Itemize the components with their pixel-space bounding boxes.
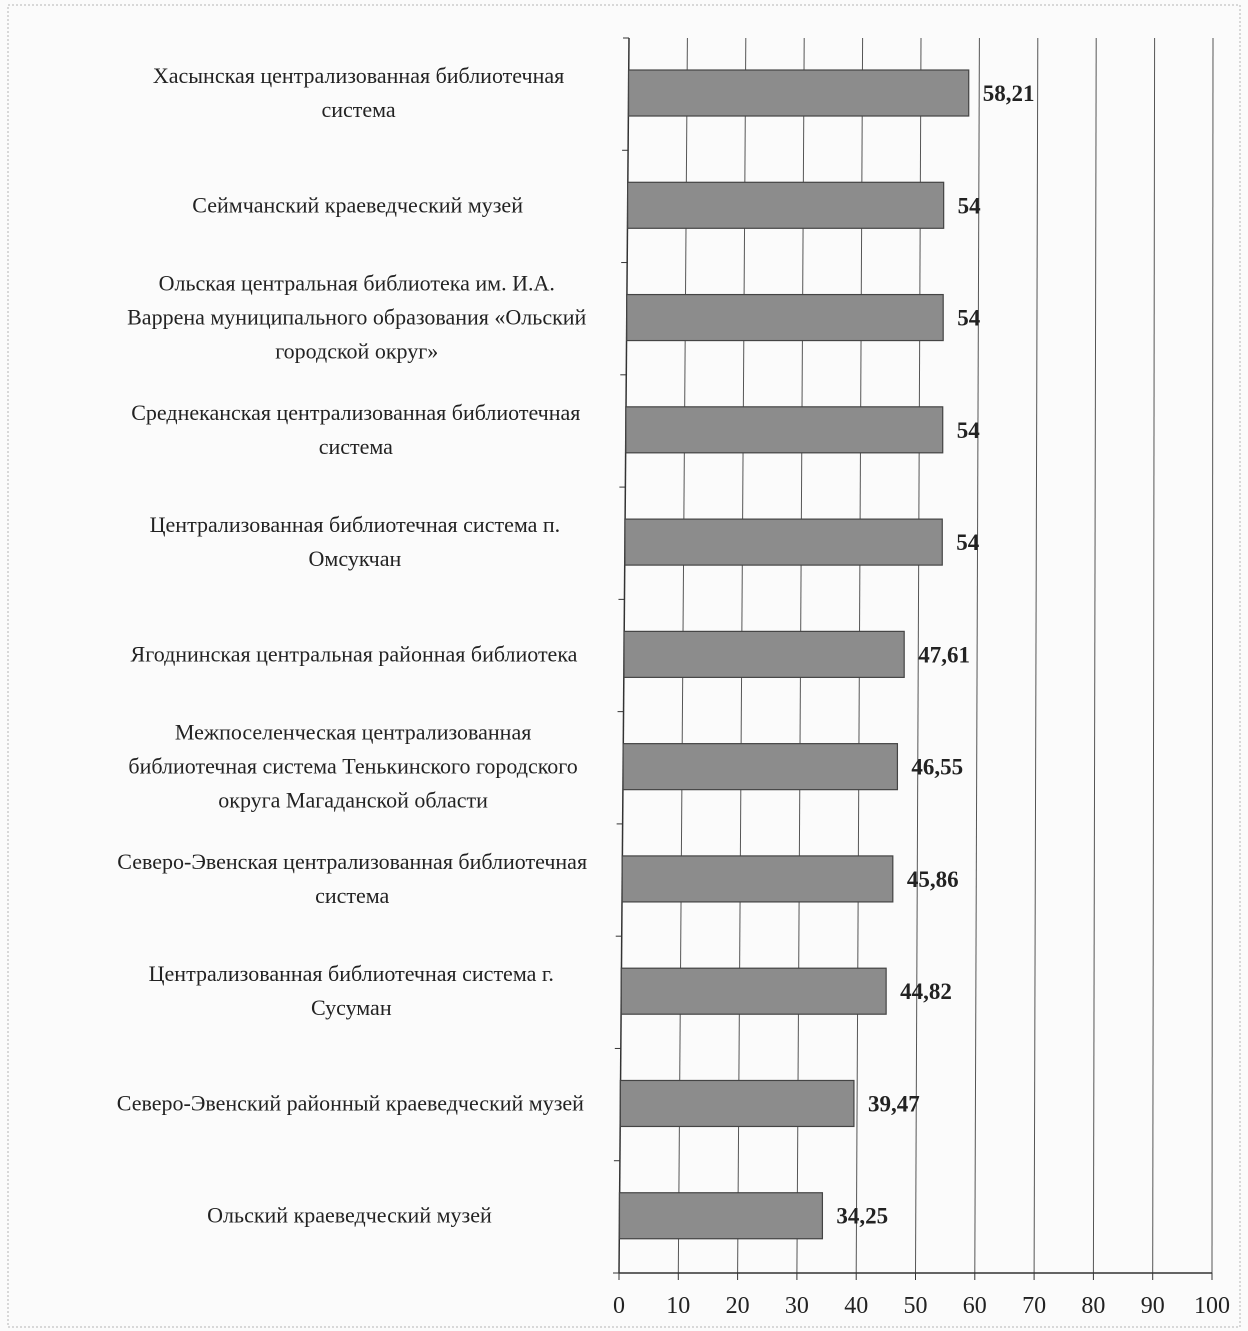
category-label: Сеймчанский краеведческий музей: [192, 192, 523, 217]
x-tick-label: 50: [904, 1293, 928, 1319]
data-label: 54: [956, 530, 980, 555]
bar: [624, 518, 943, 566]
bar: [619, 1079, 855, 1128]
bar: [623, 630, 905, 678]
category-label: Среднеканская централизованная библиотеч…: [131, 400, 580, 425]
category-label: Межпоселенческая централизованная: [175, 720, 532, 745]
x-tick-label: 40: [844, 1293, 868, 1319]
x-tick-label: 20: [726, 1293, 750, 1319]
x-tick-label: 90: [1141, 1293, 1165, 1319]
category-label: Ольский краеведческий музей: [207, 1203, 492, 1228]
x-tick-label: 60: [963, 1293, 987, 1319]
data-label: 54: [957, 418, 981, 443]
data-label: 44,82: [900, 979, 952, 1004]
category-label: Северо-Эвенская централизованная библиот…: [117, 849, 587, 874]
category-label: система: [321, 97, 395, 122]
category-label: Централизованная библиотечная система г.: [149, 961, 554, 986]
gridline: [1152, 37, 1156, 1274]
category-label: система: [319, 434, 393, 459]
data-label: 39,47: [868, 1091, 920, 1116]
bar: [626, 293, 944, 342]
category-label: Ольская центральная библиотека им. И.А.: [159, 271, 555, 296]
x-tick-label: 30: [785, 1293, 809, 1319]
category-label: Северо-Эвенский районный краеведческий м…: [117, 1090, 584, 1115]
bar: [627, 69, 970, 117]
category-label: Варрена муниципального образования «Ольс…: [127, 305, 586, 330]
x-tick-label: 10: [666, 1293, 690, 1319]
category-label: система: [315, 883, 389, 908]
x-tick-label: 70: [1022, 1293, 1046, 1319]
category-label: Омсукчан: [309, 546, 402, 571]
gridline: [1092, 37, 1097, 1274]
data-label: 54: [957, 306, 981, 331]
category-label: Ягоднинская центральная районная библиот…: [131, 641, 578, 666]
bar: [625, 406, 944, 454]
category-label: Централизованная библиотечная система п.: [150, 512, 561, 537]
bar: [620, 967, 887, 1015]
x-tick-label: 80: [1081, 1293, 1105, 1319]
bar: [621, 855, 894, 903]
bar: [622, 743, 899, 791]
data-label: 45,86: [907, 867, 959, 892]
data-label: 58,21: [983, 81, 1035, 106]
data-label: 34,25: [836, 1204, 888, 1229]
gridline: [915, 37, 922, 1274]
category-label: Сусуман: [311, 995, 392, 1020]
data-label: 54: [958, 193, 982, 218]
category-label: Хасынская централизованная библиотечная: [153, 63, 564, 88]
category-label: округа Магаданской области: [218, 788, 488, 813]
category-label: библиотечная система Тенькинского городс…: [128, 754, 577, 779]
gridline: [1033, 37, 1039, 1274]
bar: [627, 181, 945, 229]
bar: [618, 1192, 824, 1240]
category-label: городской округ»: [275, 339, 438, 364]
page-border: [7, 4, 1241, 1328]
gridline: [1211, 37, 1214, 1274]
data-label: 46,55: [911, 755, 963, 780]
data-label: 47,61: [918, 642, 970, 667]
x-tick-label: 100: [1194, 1293, 1230, 1319]
gridline: [974, 37, 980, 1274]
x-tick-label: 0: [613, 1293, 625, 1319]
